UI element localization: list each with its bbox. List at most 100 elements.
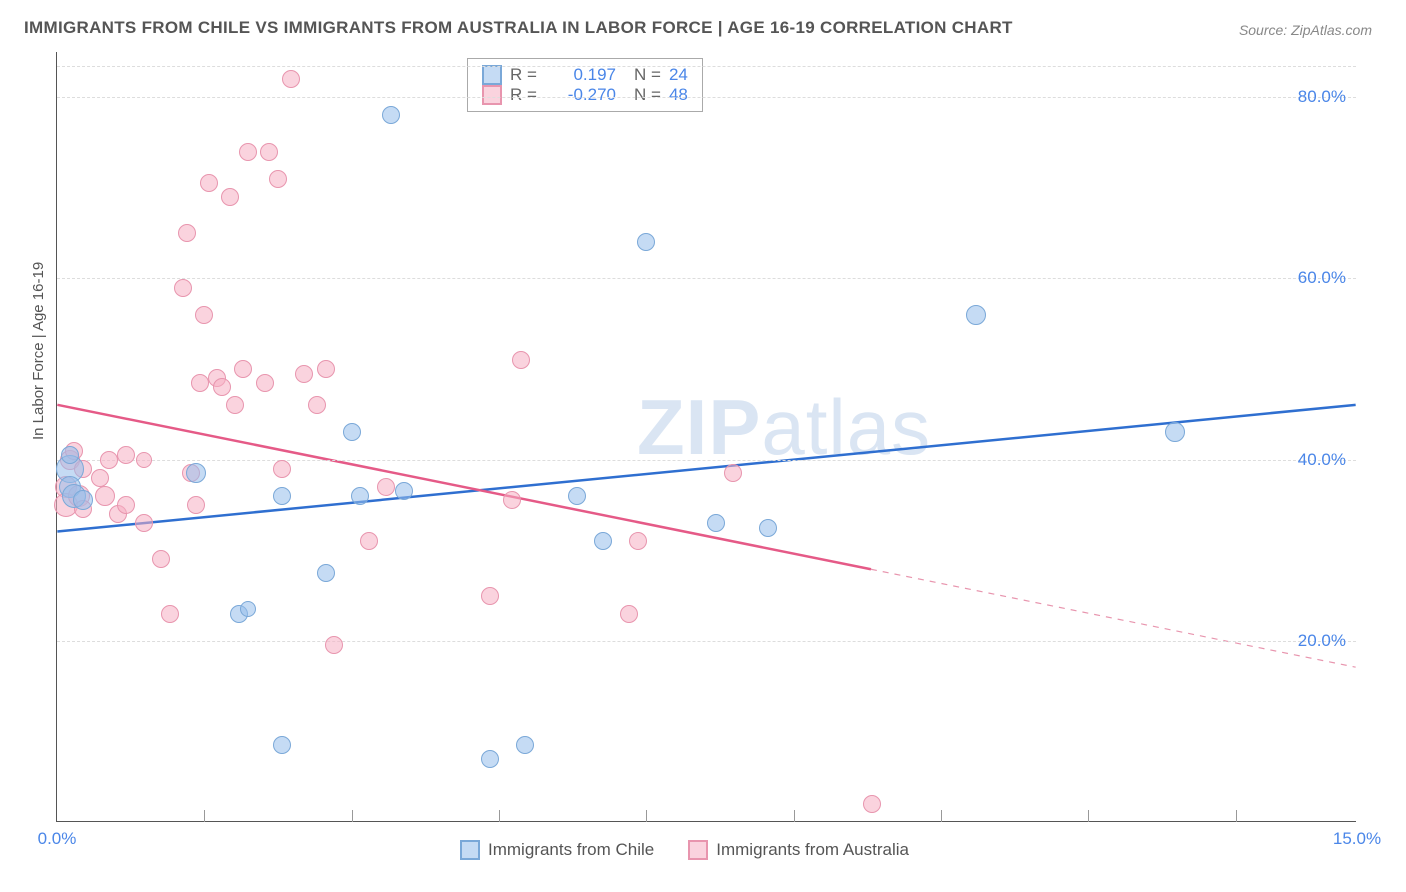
scatter-point-australia — [91, 469, 109, 487]
legend-r-label: R = — [510, 65, 538, 85]
scatter-point-australia — [195, 306, 213, 324]
scatter-point-chile — [240, 601, 256, 617]
gridline-h — [57, 641, 1356, 642]
gridline-h — [57, 97, 1356, 98]
x-tick-label: 0.0% — [38, 829, 77, 849]
y-tick-label: 80.0% — [1298, 87, 1346, 107]
scatter-point-australia — [724, 464, 742, 482]
y-tick-label: 20.0% — [1298, 631, 1346, 651]
scatter-point-chile — [568, 487, 586, 505]
x-tick — [646, 810, 647, 822]
scatter-point-chile — [707, 514, 725, 532]
x-tick — [1088, 810, 1089, 822]
legend-item: Immigrants from Australia — [688, 840, 909, 860]
y-axis-label: In Labor Force | Age 16-19 — [30, 262, 47, 440]
x-tick — [794, 810, 795, 822]
scatter-point-chile — [343, 423, 361, 441]
chart-container: IMMIGRANTS FROM CHILE VS IMMIGRANTS FROM… — [0, 0, 1406, 892]
legend-row: R =-0.270N =48 — [482, 85, 688, 105]
legend-r-label: R = — [510, 85, 538, 105]
gridline-h — [57, 66, 1356, 67]
scatter-point-australia — [234, 360, 252, 378]
scatter-point-australia — [620, 605, 638, 623]
scatter-point-chile — [351, 487, 369, 505]
scatter-point-chile — [273, 736, 291, 754]
scatter-point-australia — [117, 496, 135, 514]
chart-title: IMMIGRANTS FROM CHILE VS IMMIGRANTS FROM… — [24, 18, 1013, 38]
legend-swatch — [688, 840, 708, 860]
scatter-point-australia — [260, 143, 278, 161]
scatter-point-australia — [95, 486, 115, 506]
scatter-point-australia — [273, 460, 291, 478]
scatter-point-australia — [152, 550, 170, 568]
scatter-point-australia — [863, 795, 881, 813]
series-legend: Immigrants from Chile Immigrants from Aus… — [460, 840, 909, 860]
scatter-point-australia — [136, 452, 152, 468]
scatter-point-chile — [637, 233, 655, 251]
scatter-point-chile — [73, 490, 93, 510]
y-tick-label: 60.0% — [1298, 268, 1346, 288]
scatter-point-australia — [282, 70, 300, 88]
scatter-point-chile — [317, 564, 335, 582]
legend-n-value: 24 — [669, 65, 688, 85]
scatter-point-australia — [161, 605, 179, 623]
scatter-point-australia — [325, 636, 343, 654]
legend-r-value: -0.270 — [546, 85, 616, 105]
scatter-point-chile — [186, 463, 206, 483]
x-tick-label: 15.0% — [1333, 829, 1381, 849]
scatter-point-chile — [382, 106, 400, 124]
legend-swatch — [482, 85, 502, 105]
gridline-h — [57, 278, 1356, 279]
scatter-point-australia — [512, 351, 530, 369]
scatter-point-australia — [269, 170, 287, 188]
scatter-point-australia — [117, 446, 135, 464]
scatter-point-australia — [360, 532, 378, 550]
legend-label: Immigrants from Chile — [488, 840, 654, 860]
scatter-point-australia — [481, 587, 499, 605]
scatter-point-australia — [226, 396, 244, 414]
legend-label: Immigrants from Australia — [716, 840, 909, 860]
scatter-point-australia — [135, 514, 153, 532]
scatter-point-chile — [966, 305, 986, 325]
scatter-point-australia — [256, 374, 274, 392]
x-tick — [204, 810, 205, 822]
legend-r-value: 0.197 — [546, 65, 616, 85]
scatter-point-chile — [395, 482, 413, 500]
plot-area: ZIPatlas R =0.197N =24R =-0.270N =48 20.… — [56, 52, 1356, 822]
scatter-point-australia — [308, 396, 326, 414]
legend-swatch — [482, 65, 502, 85]
legend-n-label: N = — [634, 85, 661, 105]
x-tick — [499, 810, 500, 822]
legend-item: Immigrants from Chile — [460, 840, 654, 860]
source-label: Source: ZipAtlas.com — [1239, 22, 1372, 38]
legend-row: R = 0.197 N = 24 — [482, 65, 688, 85]
trend-lines-layer — [57, 52, 1356, 821]
scatter-point-chile — [61, 446, 79, 464]
scatter-point-australia — [213, 378, 231, 396]
scatter-point-australia — [317, 360, 335, 378]
scatter-point-chile — [1165, 422, 1185, 442]
x-tick — [1236, 810, 1237, 822]
scatter-point-australia — [629, 532, 647, 550]
scatter-point-australia — [295, 365, 313, 383]
scatter-point-australia — [239, 143, 257, 161]
scatter-point-australia — [174, 279, 192, 297]
scatter-point-chile — [516, 736, 534, 754]
scatter-point-australia — [191, 374, 209, 392]
x-tick — [941, 810, 942, 822]
legend-swatch — [460, 840, 480, 860]
scatter-point-chile — [481, 750, 499, 768]
scatter-point-australia — [187, 496, 205, 514]
legend-n-label: N = — [634, 65, 661, 85]
scatter-point-chile — [273, 487, 291, 505]
scatter-point-australia — [503, 491, 521, 509]
scatter-point-australia — [221, 188, 239, 206]
scatter-point-chile — [594, 532, 612, 550]
scatter-point-australia — [200, 174, 218, 192]
x-tick — [352, 810, 353, 822]
scatter-point-australia — [377, 478, 395, 496]
y-tick-label: 40.0% — [1298, 450, 1346, 470]
gridline-h — [57, 460, 1356, 461]
scatter-point-australia — [178, 224, 196, 242]
scatter-point-australia — [100, 451, 118, 469]
